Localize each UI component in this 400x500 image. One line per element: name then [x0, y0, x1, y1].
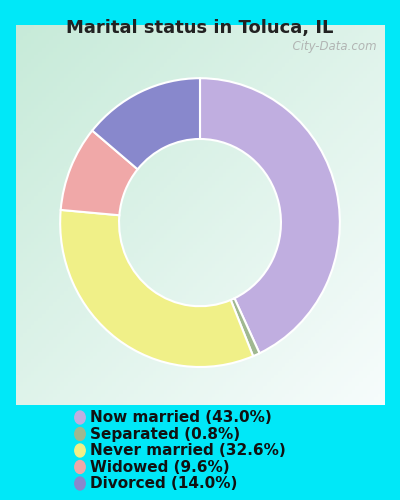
Wedge shape: [61, 130, 138, 216]
Wedge shape: [231, 298, 260, 356]
Text: Marital status in Toluca, IL: Marital status in Toluca, IL: [66, 18, 334, 36]
Text: Never married (32.6%): Never married (32.6%): [90, 443, 286, 458]
Text: Now married (43.0%): Now married (43.0%): [90, 410, 272, 425]
Wedge shape: [92, 78, 200, 170]
Text: Widowed (9.6%): Widowed (9.6%): [90, 460, 230, 474]
Text: Divorced (14.0%): Divorced (14.0%): [90, 476, 237, 491]
Wedge shape: [200, 78, 340, 353]
Text: Separated (0.8%): Separated (0.8%): [90, 426, 240, 442]
Wedge shape: [60, 210, 253, 367]
Text: City-Data.com: City-Data.com: [285, 40, 377, 53]
